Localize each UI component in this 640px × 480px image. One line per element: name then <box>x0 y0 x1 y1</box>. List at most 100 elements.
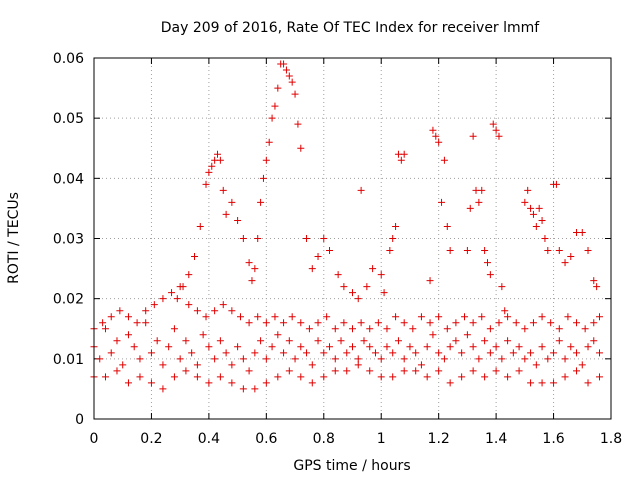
data-point <box>435 313 443 321</box>
data-point <box>216 337 224 345</box>
data-point <box>573 367 581 375</box>
data-point <box>423 373 431 381</box>
data-point <box>495 132 503 140</box>
data-point <box>383 325 391 333</box>
data-point <box>185 271 193 279</box>
x-axis-label: GPS time / hours <box>293 458 410 474</box>
data-point <box>532 222 540 230</box>
data-point <box>113 367 121 375</box>
data-point <box>400 319 408 327</box>
data-point <box>394 337 402 345</box>
data-point <box>191 253 199 261</box>
data-point <box>590 277 598 285</box>
data-point <box>452 337 460 345</box>
data-point <box>527 379 535 387</box>
data-point <box>412 367 420 375</box>
data-point <box>432 132 440 140</box>
x-tick-label: 0.6 <box>255 431 277 447</box>
data-point <box>285 367 293 375</box>
data-point <box>461 313 469 321</box>
axes <box>93 57 612 420</box>
data-point <box>308 361 316 369</box>
data-point <box>254 235 262 242</box>
data-point <box>440 156 448 164</box>
data-point <box>291 90 299 98</box>
data-point <box>377 271 385 279</box>
data-point <box>234 343 242 351</box>
data-point <box>409 325 417 333</box>
data-point <box>294 120 302 128</box>
data-point <box>538 343 546 351</box>
data-point <box>165 343 173 351</box>
data-point <box>124 313 132 321</box>
data-point <box>475 355 483 363</box>
data-point <box>182 367 190 375</box>
data-point <box>426 277 434 285</box>
data-point <box>96 355 104 363</box>
data-point <box>305 325 313 333</box>
data-point <box>501 307 509 315</box>
data-point <box>228 361 236 369</box>
data-point <box>400 355 408 363</box>
data-point <box>512 319 520 327</box>
x-tick-label: 0.2 <box>140 431 162 447</box>
data-point <box>239 385 247 393</box>
data-point <box>193 361 201 369</box>
data-point <box>423 343 431 351</box>
gridlines <box>94 58 611 419</box>
data-point <box>498 283 506 291</box>
data-point <box>458 373 466 381</box>
data-point <box>176 355 184 363</box>
data-point <box>274 373 282 381</box>
data-point <box>216 156 224 164</box>
data-point <box>159 361 167 369</box>
data-point <box>219 186 227 194</box>
data-point <box>257 198 265 206</box>
data-point <box>153 337 161 345</box>
data-point <box>389 235 397 242</box>
data-point <box>288 313 296 321</box>
data-point <box>596 349 604 357</box>
data-point <box>463 247 471 255</box>
data-point <box>245 319 253 327</box>
series-3 <box>173 150 253 303</box>
data-point <box>426 319 434 327</box>
data-point <box>303 349 311 357</box>
data-point <box>239 355 247 363</box>
data-point <box>538 379 546 387</box>
data-point <box>280 60 288 68</box>
data-point <box>429 126 437 134</box>
data-point <box>234 216 242 224</box>
data-point <box>584 343 592 351</box>
data-point <box>101 373 109 381</box>
data-point <box>552 180 560 188</box>
data-point <box>392 313 400 321</box>
data-point <box>578 228 586 236</box>
data-point <box>291 355 299 363</box>
data-point <box>435 349 443 357</box>
data-point <box>544 355 552 363</box>
data-point <box>173 295 181 303</box>
data-point <box>268 343 276 351</box>
data-point <box>262 156 270 164</box>
data-point <box>159 385 167 393</box>
data-point <box>179 283 187 291</box>
y-axis-label: ROTI / TECUs <box>6 192 22 284</box>
data-point <box>521 355 529 363</box>
data-point <box>584 247 592 255</box>
series-2 <box>90 361 604 393</box>
data-point <box>130 343 138 351</box>
data-point <box>521 325 529 333</box>
x-tick-label: 0 <box>90 431 99 447</box>
series-1 <box>90 283 604 333</box>
data-point <box>222 210 230 218</box>
data-point <box>478 313 486 321</box>
series-5 <box>320 150 408 303</box>
data-point <box>544 247 552 255</box>
data-point <box>262 379 270 387</box>
data-point <box>308 265 316 273</box>
data-point <box>208 162 216 170</box>
data-point <box>285 337 293 345</box>
data-point <box>354 361 362 369</box>
data-point <box>202 180 210 188</box>
